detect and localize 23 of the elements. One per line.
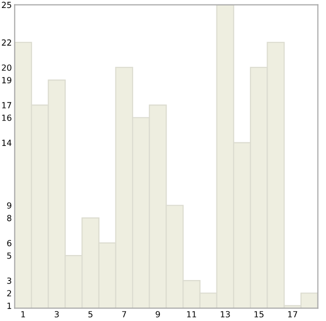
y-tick-label: 5 [7,252,12,259]
x-tick-label: 7 [122,311,126,318]
x-tick-label: 5 [88,311,92,318]
y-tick-label: 2 [7,290,12,296]
y-tick-label: 8 [7,214,12,222]
x-tick-label: 1 [21,311,25,318]
y-tick-label: 3 [7,278,12,284]
x-tick-label: 13 [220,311,230,318]
y-tick-label: 25 [2,2,12,8]
y-tick-label: 9 [7,202,12,209]
y-tick-label: 17 [2,102,12,108]
y-tick-label: 6 [7,240,12,246]
y-tick-label: 14 [2,140,12,146]
x-tick-label: 9 [156,311,160,318]
y-tick-label: 19 [2,77,12,84]
x-tick-label: 15 [254,311,264,318]
x-tick-label: 17 [288,311,298,318]
y-tick-label: 22 [2,39,12,46]
x-tick-label: 3 [54,311,59,318]
y-tick-label: 1 [8,302,12,309]
y-tick-label: 20 [2,64,12,71]
y-tick-label: 16 [2,114,12,121]
x-tick-label: 11 [187,311,196,318]
